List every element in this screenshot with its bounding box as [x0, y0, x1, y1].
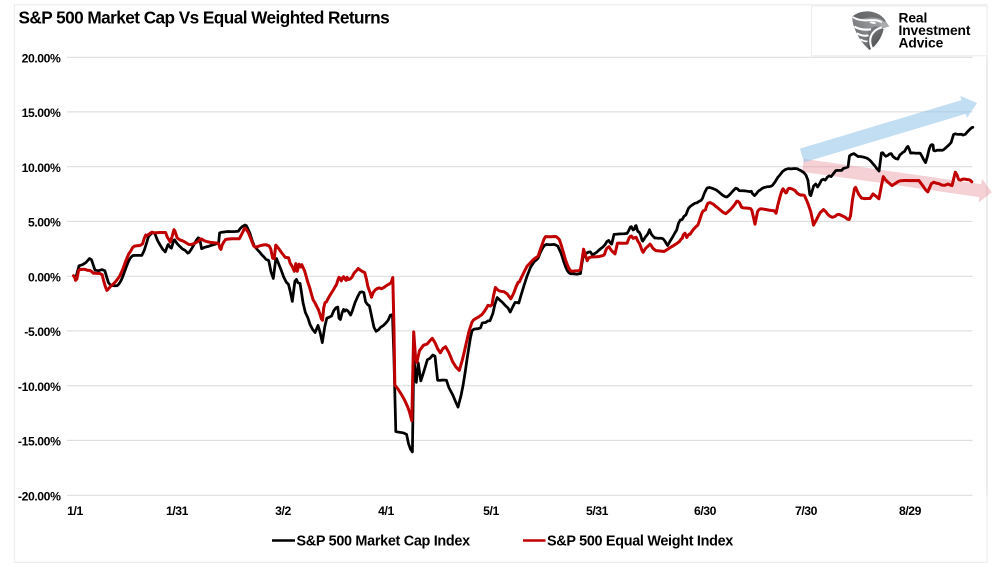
svg-text:5/31: 5/31: [586, 504, 609, 518]
svg-text:Investment: Investment: [899, 23, 971, 38]
svg-text:6/30: 6/30: [694, 504, 717, 518]
svg-text:0.00%: 0.00%: [28, 270, 61, 284]
svg-text:-10.00%: -10.00%: [18, 380, 61, 394]
svg-text:S&P 500 Equal Weight Index: S&P 500 Equal Weight Index: [547, 534, 733, 550]
svg-text:5.00%: 5.00%: [28, 216, 61, 230]
svg-text:S&P 500 Market Cap Index: S&P 500 Market Cap Index: [297, 534, 471, 550]
svg-text:4/1: 4/1: [378, 504, 394, 518]
svg-text:10.00%: 10.00%: [22, 161, 61, 175]
svg-text:20.00%: 20.00%: [22, 51, 61, 65]
svg-text:-15.00%: -15.00%: [18, 435, 61, 449]
svg-text:7/30: 7/30: [795, 504, 818, 518]
svg-text:-5.00%: -5.00%: [24, 325, 61, 339]
svg-text:Real: Real: [899, 11, 928, 26]
svg-text:-20.00%: -20.00%: [18, 489, 61, 503]
svg-text:15.00%: 15.00%: [22, 106, 61, 120]
svg-text:1/31: 1/31: [166, 504, 189, 518]
svg-text:3/2: 3/2: [275, 504, 291, 518]
svg-text:5/1: 5/1: [483, 504, 499, 518]
svg-text:1/1: 1/1: [67, 504, 83, 518]
svg-text:Advice: Advice: [899, 35, 944, 50]
svg-text:S&P 500 Market Cap Vs Equal We: S&P 500 Market Cap Vs Equal Weighted Ret…: [19, 8, 390, 28]
svg-text:8/29: 8/29: [899, 504, 922, 518]
